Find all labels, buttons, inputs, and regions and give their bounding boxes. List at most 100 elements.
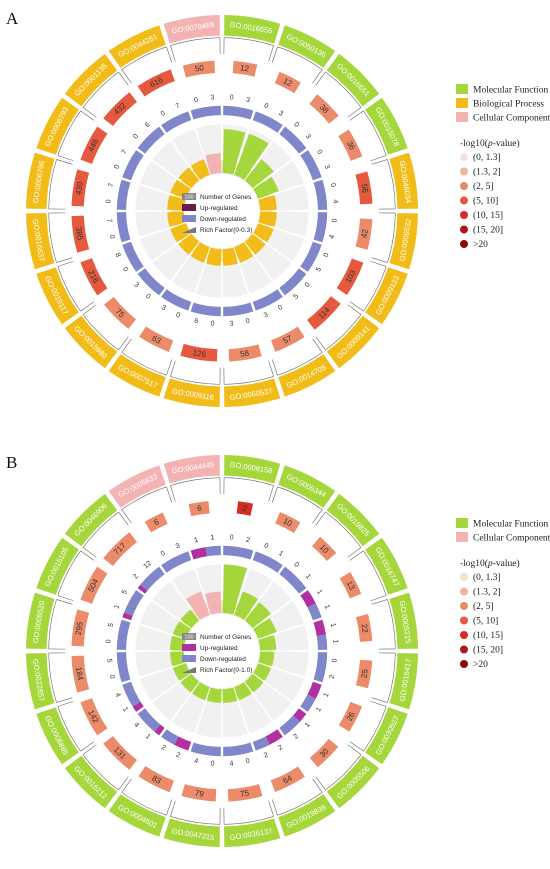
- down-count-label: 5: [105, 658, 112, 663]
- rich-factor-bar: [252, 159, 274, 181]
- go-term-segment: [36, 537, 79, 595]
- p-value-dot: [460, 196, 468, 205]
- inner-legend-label: Up-regulated: [200, 205, 238, 212]
- category-ring-segment: [258, 211, 273, 227]
- down-regulated-bar: [223, 302, 254, 317]
- go-term-segment: [163, 455, 220, 484]
- down-count-label: 4: [132, 721, 140, 729]
- side-legend: Molecular Function Cellular Component -log…: [456, 518, 550, 670]
- up-count-label: 0: [108, 674, 116, 679]
- down-count-label: 1: [210, 534, 215, 541]
- scale-tick: [268, 360, 274, 377]
- down-count-label: 6: [144, 121, 152, 129]
- scale-axis: [325, 754, 362, 791]
- gene-count-label: 13: [345, 579, 357, 592]
- inner-legend-label: Rich Factor(0-0.3): [200, 227, 252, 234]
- go-term-segment: [278, 465, 336, 508]
- up-count-label: 1: [323, 692, 331, 698]
- gene-count-label: 58: [239, 348, 250, 358]
- scale-tick: [268, 800, 274, 817]
- gene-count-bar: [228, 344, 262, 362]
- p-value-bin-label: (2, 5]: [473, 181, 494, 192]
- gene-count-label: 295: [74, 621, 85, 636]
- gene-count-label: 57: [282, 333, 295, 345]
- up-count-label: 0: [277, 304, 284, 312]
- gene-count-label: 36: [345, 139, 357, 152]
- up-count-label: 0: [144, 293, 152, 301]
- gene-count-bar: [103, 532, 138, 567]
- scale-tick: [118, 71, 129, 86]
- p-value-dot: [460, 587, 468, 596]
- down-regulated-bar: [252, 111, 283, 133]
- scale-tick: [370, 595, 387, 602]
- scale-tick: [82, 107, 97, 118]
- scale-tick: [56, 697, 73, 703]
- scale-axis: [277, 486, 323, 510]
- category-ring-segment: [174, 223, 191, 241]
- up-count-label: 0: [113, 164, 121, 170]
- side-legend: Molecular Function Biological Process Cell…: [456, 84, 550, 250]
- down-regulated-bar: [161, 729, 179, 745]
- gene-count-bar: [71, 655, 90, 693]
- scale-tick: [315, 776, 326, 791]
- category-label: Cellular Component: [473, 534, 550, 544]
- scale-tick: [312, 338, 323, 353]
- rich-factor-bar: [206, 259, 221, 266]
- category-ring-segment: [258, 651, 273, 667]
- gene-count-label: 83: [150, 774, 163, 786]
- up-regulated-bar: [293, 708, 307, 722]
- up-count-label: 1: [315, 589, 323, 596]
- rich-factor-bar: [270, 212, 277, 227]
- go-term-segment: [365, 97, 408, 155]
- scale-axis: [57, 550, 81, 596]
- rich-factor-bar: [185, 591, 206, 610]
- category-ring-segment: [244, 673, 263, 692]
- rich-factor-bar: [263, 176, 279, 195]
- gene-count-label: 25: [360, 668, 370, 679]
- up-regulated-bar: [154, 724, 165, 736]
- down-count-label: 3: [245, 97, 250, 105]
- up-regulated-bar: [132, 701, 144, 712]
- gene-count-label: 56: [360, 183, 370, 194]
- scale-tick: [170, 360, 176, 377]
- up-count-label: 2: [132, 573, 140, 581]
- scale-axis: [82, 71, 119, 108]
- scale-tick: [80, 741, 95, 752]
- rich-factor-bar: [204, 591, 221, 603]
- down-regulated-bar: [116, 652, 131, 683]
- gene-count-label: 12: [239, 63, 250, 73]
- category-ring-segment: [234, 163, 252, 180]
- scale-tick: [170, 485, 176, 502]
- gene-count-bar: [80, 566, 108, 604]
- down-regulated-bar: [116, 179, 131, 210]
- scale-axis: [121, 486, 167, 510]
- go-term-segment: [26, 592, 55, 649]
- up-regulated-bar: [313, 619, 326, 636]
- go-term-segment: [365, 537, 408, 595]
- scale-tick: [370, 155, 387, 162]
- go-term-segment: [224, 455, 281, 484]
- category-ring-segment: [206, 160, 222, 175]
- scale-tick: [118, 336, 129, 351]
- down-regulated-bar: [300, 150, 322, 181]
- gene-count-bar: [182, 60, 216, 78]
- gene-count-bar: [275, 511, 301, 533]
- center-disc: [184, 173, 260, 249]
- up-count-label: 0: [132, 133, 140, 141]
- category-ring-segment: [244, 233, 263, 252]
- scale-tick: [166, 486, 173, 503]
- down-regulated-bar: [161, 289, 192, 311]
- category-label: Molecular Function: [473, 520, 548, 530]
- down-regulated-bar: [161, 551, 192, 573]
- rich-factor-bar: [238, 133, 269, 170]
- go-term-segment: [365, 267, 408, 325]
- rich-factor-bar: [180, 681, 192, 693]
- category-ring-segment: [222, 247, 238, 262]
- category-ring-segment: [192, 242, 210, 259]
- up-count-label: 0: [331, 218, 338, 223]
- gene-count-bar: [138, 766, 174, 793]
- down-count-label: 3: [160, 304, 167, 312]
- scale-axis: [387, 159, 396, 209]
- legend-swatch: [182, 633, 196, 640]
